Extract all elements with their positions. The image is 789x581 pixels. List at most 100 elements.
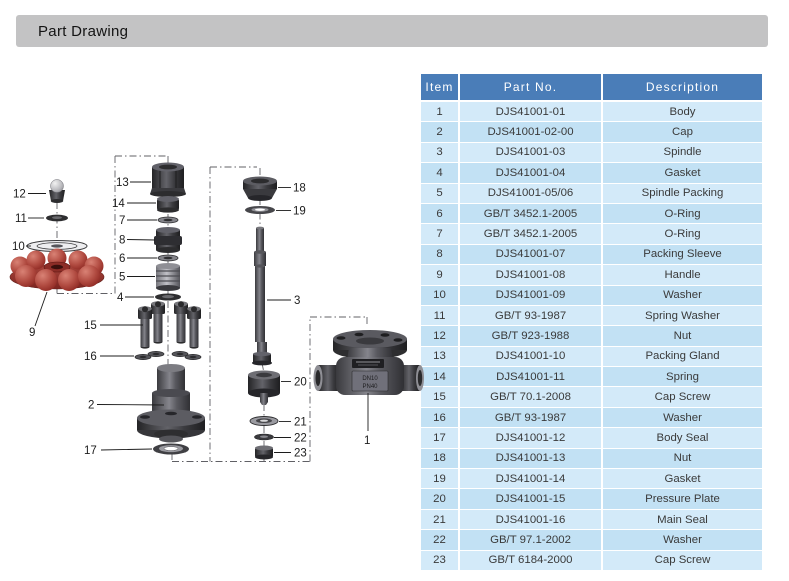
section-title-bar: Part Drawing xyxy=(16,15,768,47)
part-2-cap xyxy=(137,364,205,443)
cell-description: Gasket xyxy=(601,469,762,490)
callout-14: 14 xyxy=(112,198,125,210)
cell-part-no: DJS41001-03 xyxy=(458,142,601,164)
cell-part-no: GB/T 97.1-2002 xyxy=(458,530,601,551)
table-row: 22 GB/T 97.1-2002 Washer xyxy=(421,530,762,551)
cell-description: Spring Washer xyxy=(601,305,762,327)
cell-item: 13 xyxy=(421,346,458,368)
part-20-pressure-plate xyxy=(248,370,280,405)
table-row: 17 DJS41001-12 Body Seal xyxy=(421,428,762,449)
part-13-packing-gland xyxy=(150,162,186,197)
cell-description: Spindle xyxy=(601,142,762,164)
cell-part-no: DJS41001-10 xyxy=(458,346,601,368)
cell-part-no: DJS41001-08 xyxy=(458,265,601,286)
cell-item: 16 xyxy=(421,407,458,429)
cell-part-no: DJS41001-04 xyxy=(458,163,601,184)
cell-description: Handle xyxy=(601,265,762,286)
part-22-washer xyxy=(254,433,274,441)
cell-item: 6 xyxy=(421,203,458,225)
cell-part-no: DJS41001-01 xyxy=(458,102,601,123)
cell-description: Washer xyxy=(601,530,762,551)
part-15-cap-screws xyxy=(138,301,201,349)
table-row: 21 DJS41001-16 Main Seal xyxy=(421,509,762,531)
table-row: 10 DJS41001-09 Washer xyxy=(421,285,762,306)
callout-9: 9 xyxy=(29,327,35,339)
part-9-handwheel xyxy=(9,248,105,291)
cell-part-no: GB/T 93-1987 xyxy=(458,305,601,327)
part-18-nut xyxy=(243,176,277,201)
cell-item: 12 xyxy=(421,326,458,347)
cell-item: 23 xyxy=(421,550,458,571)
cell-item: 4 xyxy=(421,163,458,184)
name-plate-line2: PN40 xyxy=(362,384,378,390)
cell-part-no: GB/T 3452.1-2005 xyxy=(458,224,601,245)
callout-13: 13 xyxy=(116,177,129,189)
cell-part-no: DJS41001-09 xyxy=(458,285,601,306)
table-row: 20 DJS41001-15 Pressure Plate xyxy=(421,489,762,510)
name-plate-line1: DN10 xyxy=(362,376,378,382)
table-header-row: Item Part No. Description xyxy=(421,74,762,102)
cell-description: Packing Sleeve xyxy=(601,244,762,266)
table-row: 23 GB/T 6184-2000 Cap Screw xyxy=(421,550,762,571)
part-21-main-seal xyxy=(249,416,279,426)
callout-19: 19 xyxy=(293,206,306,218)
parts-table-body: 1 DJS41001-01 Body 2 DJS41001-02-00 Cap 3 DJS41… xyxy=(421,102,762,571)
cell-description: Main Seal xyxy=(601,509,762,531)
callout-8: 8 xyxy=(119,235,125,247)
callout-10: 10 xyxy=(12,241,25,253)
callout-15: 15 xyxy=(84,320,97,332)
table-row: 7 GB/T 3452.1-2005 O-Ring xyxy=(421,224,762,245)
column-header-part-no: Part No. xyxy=(458,74,601,102)
cell-item: 5 xyxy=(421,183,458,204)
callout-7: 7 xyxy=(119,215,125,227)
table-row: 4 DJS41001-04 Gasket xyxy=(421,163,762,184)
exploded-view-diagram: DN10 PN40 12 11 10 9 13 14 xyxy=(9,155,424,462)
cell-part-no: DJS41001-16 xyxy=(458,509,601,531)
cell-description: Packing Gland xyxy=(601,346,762,368)
table-row: 19 DJS41001-14 Gasket xyxy=(421,469,762,490)
part-8-packing-sleeve xyxy=(154,227,182,253)
cell-part-no: DJS41001-11 xyxy=(458,367,601,388)
table-row: 3 DJS41001-03 Spindle xyxy=(421,142,762,164)
cell-description: Spindle Packing xyxy=(601,183,762,204)
cell-description: Body Seal xyxy=(601,428,762,449)
callout-5: 5 xyxy=(119,272,125,284)
table-row: 12 GB/T 923-1988 Nut xyxy=(421,326,762,347)
part-23-cap-screw xyxy=(255,445,273,460)
cell-item: 15 xyxy=(421,387,458,408)
column-header-item: Item xyxy=(421,74,458,102)
callout-16: 16 xyxy=(84,351,97,363)
callout-3: 3 xyxy=(294,295,300,307)
part-3-spindle xyxy=(252,226,272,366)
cell-item: 20 xyxy=(421,489,458,510)
callout-2: 2 xyxy=(88,400,94,412)
cell-description: Nut xyxy=(601,448,762,470)
cell-part-no: DJS41001-07 xyxy=(458,244,601,266)
cell-item: 8 xyxy=(421,244,458,266)
cell-description: Cap xyxy=(601,122,762,143)
table-row: 1 DJS41001-01 Body xyxy=(421,102,762,123)
cell-description: Washer xyxy=(601,407,762,429)
cell-item: 9 xyxy=(421,265,458,286)
cell-part-no: GB/T 3452.1-2005 xyxy=(458,203,601,225)
page-title: Part Drawing xyxy=(38,22,129,40)
cell-description: Cap Screw xyxy=(601,387,762,408)
callout-17: 17 xyxy=(84,445,97,457)
cell-description: Gasket xyxy=(601,163,762,184)
table-row: 8 DJS41001-07 Packing Sleeve xyxy=(421,244,762,266)
callout-21: 21 xyxy=(294,417,307,429)
cell-description: Pressure Plate xyxy=(601,489,762,510)
cell-description: O-Ring xyxy=(601,203,762,225)
callout-1: 1 xyxy=(364,435,370,447)
part-17-body-seal xyxy=(153,443,189,455)
table-row: 18 DJS41001-13 Nut xyxy=(421,448,762,470)
table-row: 9 DJS41001-08 Handle xyxy=(421,265,762,286)
table-row: 5 DJS41001-05/06 Spindle Packing xyxy=(421,183,762,204)
cell-item: 17 xyxy=(421,428,458,449)
cell-item: 22 xyxy=(421,530,458,551)
callout-22: 22 xyxy=(294,433,307,445)
cell-item: 19 xyxy=(421,469,458,490)
brand-plate xyxy=(352,359,384,368)
callout-4: 4 xyxy=(117,292,124,304)
part-19-gasket xyxy=(245,206,275,214)
